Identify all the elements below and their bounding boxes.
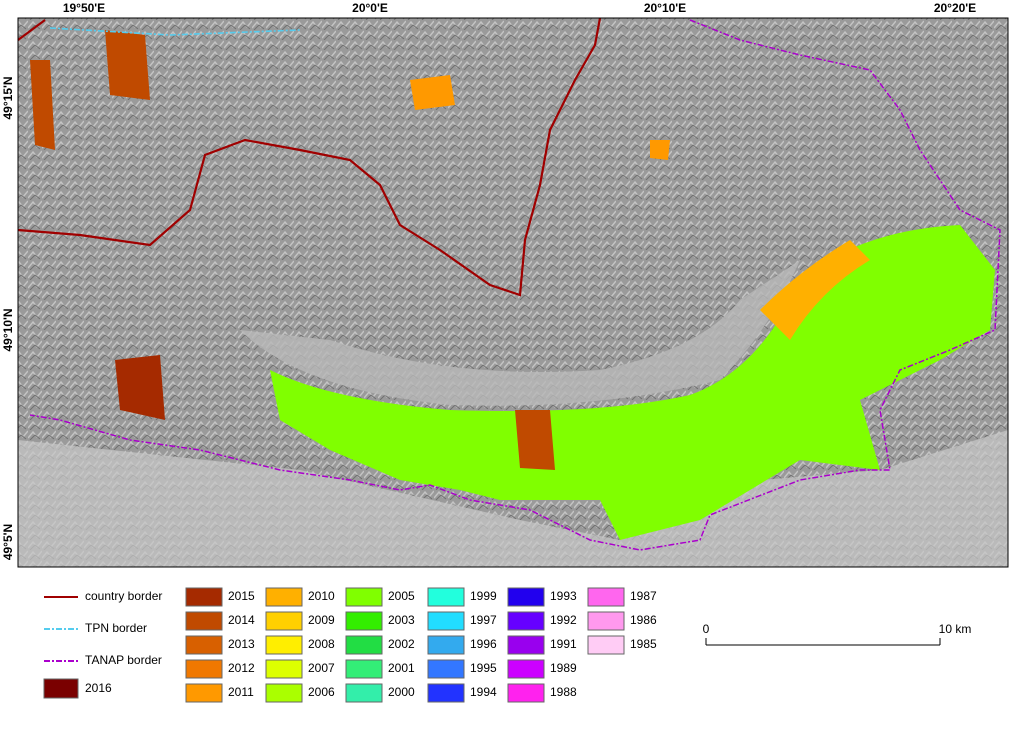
map-area [17,17,1009,568]
legend-label: 2013 [228,637,255,651]
latitude-label: 49°15'N [1,76,15,119]
legend-label: 2015 [228,589,255,603]
legend-swatch [185,659,223,679]
legend-label: 2016 [85,681,112,695]
legend-label: TANAP border [85,653,162,667]
disturbance-2014 [515,410,555,470]
legend-swatch [587,587,625,607]
legend-label: 1987 [630,589,657,603]
legend-label: 1986 [630,613,657,627]
legend-swatch [345,635,383,655]
legend-swatch [185,611,223,631]
legend: country border TPN border TANAP border 2016… [43,587,657,703]
legend-label: country border [85,589,162,603]
legend-swatch [507,683,545,703]
scale-bar: 0 10 km [703,622,972,646]
latitude-label: 49°10'N [1,308,15,351]
legend-label: 1985 [630,637,657,651]
legend-swatch [185,587,223,607]
legend-swatch [43,678,79,699]
disturbance-2011 [410,75,670,160]
legend-swatch [345,587,383,607]
legend-label: 2009 [308,613,335,627]
legend-label: 2010 [308,589,335,603]
disturbance-2010 [760,240,870,340]
legend-label: TPN border [85,621,147,635]
legend-label: 1993 [550,589,577,603]
longitude-label: 20°0'E [352,1,388,15]
legend-label: 2012 [228,661,255,675]
valley [240,260,800,406]
legend-swatch [265,611,303,631]
legend-label: 2014 [228,613,255,627]
legend-swatch [427,587,465,607]
legend-swatch [185,635,223,655]
legend-label: 2002 [388,637,415,651]
map-frame [17,17,1009,568]
longitude-label: 20°10'E [644,1,686,15]
legend-swatch [587,611,625,631]
legend-swatch [507,659,545,679]
legend-swatch [507,587,545,607]
legend-swatch [427,683,465,703]
legend-swatch [587,635,625,655]
tpn-border [49,27,301,36]
legend-swatch [427,611,465,631]
legend-label: 2007 [308,661,335,675]
lowland [18,430,1008,567]
legend-label: 1994 [470,685,497,699]
scale-end: 10 km [939,622,972,636]
legend-swatch [507,611,545,631]
legend-label: 2000 [388,685,415,699]
legend-label: 1991 [550,637,577,651]
scale-start: 0 [703,622,710,636]
country-border [17,19,46,41]
legend-label: 1997 [470,613,497,627]
legend-swatch [265,587,303,607]
legend-swatch [427,635,465,655]
longitude-label: 19°50'E [63,1,105,15]
legend-label: 1988 [550,685,577,699]
legend-swatch [265,635,303,655]
legend-label: 1992 [550,613,577,627]
country-border [17,17,602,297]
longitude-label: 20°20'E [934,1,976,15]
legend-swatch [507,635,545,655]
legend-label: 2001 [388,661,415,675]
legend-swatch [345,683,383,703]
legend-swatch [345,659,383,679]
legend-label: 2008 [308,637,335,651]
legend-label: 2006 [308,685,335,699]
legend-swatch [185,683,223,703]
coordinates: 19°50'E 20°0'E 20°10'E 20°20'E 49°15'N 49°10'… [1,1,976,560]
legend-label: 2011 [228,685,254,699]
latitude-label: 49°5'N [1,524,15,560]
legend-label: 2003 [388,613,415,627]
legend-label: 1999 [470,589,497,603]
legend-label: 2005 [388,589,415,603]
disturbance-old [30,30,150,150]
legend-swatch [427,659,465,679]
legend-label: 1996 [470,637,497,651]
disturbance-2015 [115,355,165,420]
legend-label: 1989 [550,661,577,675]
legend-swatch [265,659,303,679]
legend-swatch [265,683,303,703]
tanap-border [29,19,1001,551]
legend-label: 1995 [470,661,497,675]
legend-swatch [345,611,383,631]
